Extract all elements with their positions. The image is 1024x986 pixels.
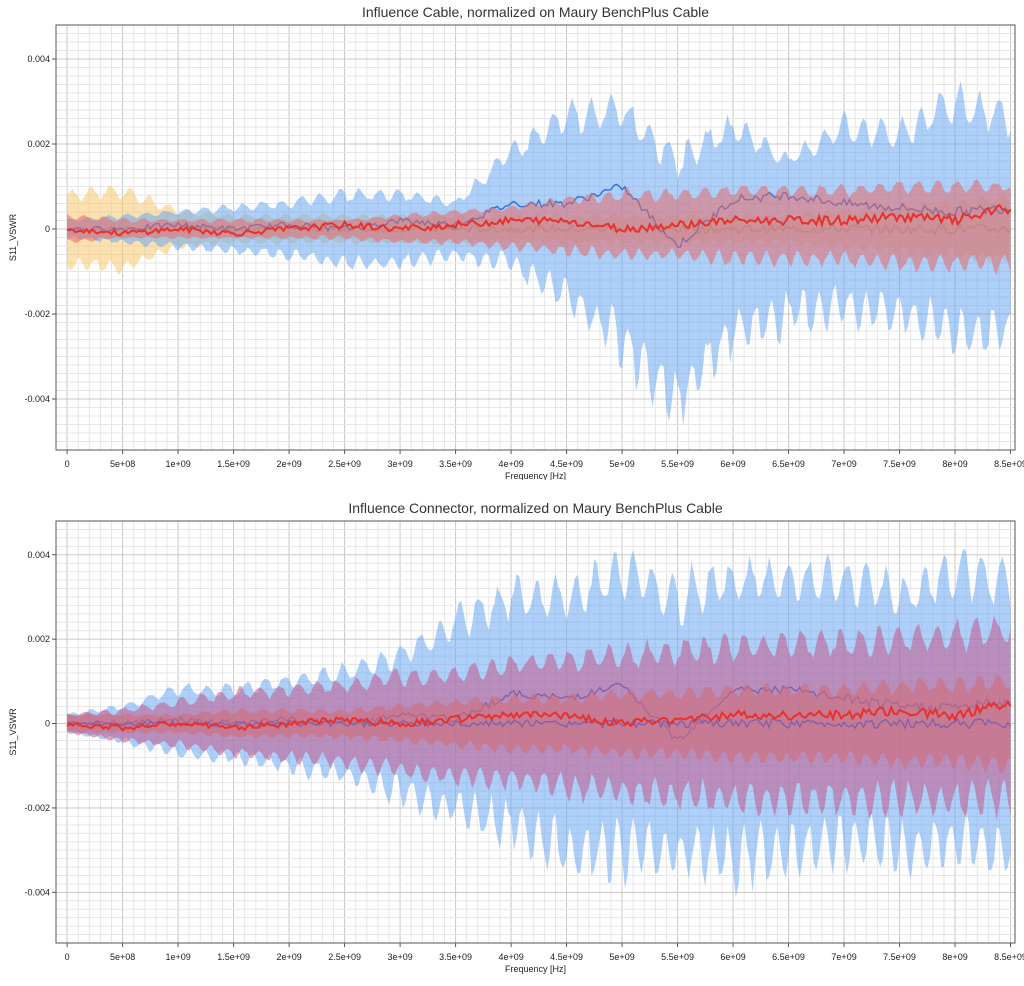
x-tick-label: 3.5e+09 — [439, 459, 472, 469]
x-tick-label: 0 — [65, 459, 70, 469]
y-tick-label: 0.002 — [27, 634, 50, 644]
x-axis-label: Frequency [Hz] — [505, 964, 566, 974]
x-tick-label: 2e+09 — [276, 459, 301, 469]
y-tick-label: 0.004 — [27, 54, 50, 64]
x-tick-label: 2.5e+09 — [328, 459, 361, 469]
y-tick-label: -0.004 — [24, 887, 50, 897]
x-tick-label: 5e+08 — [110, 952, 135, 962]
chart-svg: 0 5e+08 1e+09 1.5e+09 2e+09 2.5e+09 3e+09 3.5e+… — [8, 4, 1024, 481]
series-line — [66, 699, 1012, 732]
chart-svg: 0 5e+08 1e+09 1.5e+09 2e+09 2.5e+09 3e+09 3.5e+… — [8, 500, 1024, 974]
chart-title: Influence Cable, normalized on Maury Ben… — [362, 4, 709, 20]
x-tick-label: 1.5e+09 — [217, 952, 250, 962]
chart-title: Influence Connector, normalized on Maury… — [348, 500, 723, 516]
series-line — [66, 203, 1012, 237]
series-band — [67, 179, 1011, 276]
x-tick-label: 6e+09 — [720, 459, 745, 469]
x-tick-label: 1e+09 — [165, 459, 190, 469]
x-tick-label: 8.5e+09 — [994, 459, 1024, 469]
y-tick-label: 0 — [45, 224, 50, 234]
x-tick-label: 4e+09 — [498, 459, 523, 469]
x-tick-label: 7e+09 — [831, 459, 856, 469]
x-tick-label: 6e+09 — [720, 952, 745, 962]
x-tick-label: 4.5e+09 — [550, 952, 583, 962]
x-tick-label: 8e+09 — [942, 952, 967, 962]
x-tick-label: 5e+09 — [609, 459, 634, 469]
y-tick-label: -0.002 — [24, 309, 50, 319]
x-tick-label: 5.5e+09 — [661, 459, 694, 469]
series-band — [67, 615, 1011, 821]
x-tick-label: 7.5e+09 — [883, 952, 916, 962]
y-tick-label: 0 — [45, 719, 50, 729]
x-tick-label: 1e+09 — [165, 952, 190, 962]
x-tick-label: 7.5e+09 — [883, 459, 916, 469]
x-tick-label: 3e+09 — [387, 459, 412, 469]
chart-connector: 0 5e+08 1e+09 1.5e+09 2e+09 2.5e+09 3e+09 3.5e+… — [0, 493, 1024, 981]
x-tick-label: 6.5e+09 — [772, 952, 805, 962]
x-axis-label: Frequency [Hz] — [505, 471, 566, 480]
series-2 — [66, 179, 1012, 276]
x-tick-label: 7e+09 — [831, 952, 856, 962]
y-axis-label: S11_VSWR — [8, 213, 18, 261]
x-tick-label: 2.5e+09 — [328, 952, 361, 962]
y-tick-label: 0.002 — [27, 139, 50, 149]
x-tick-label: 3.5e+09 — [439, 952, 472, 962]
x-tick-label: 4.5e+09 — [550, 459, 583, 469]
x-tick-label: 0 — [65, 952, 70, 962]
y-tick-label: 0.004 — [27, 550, 50, 560]
x-tick-label: 8.5e+09 — [994, 952, 1024, 962]
y-axis-label: S11_VSWR — [8, 708, 18, 756]
series-band — [67, 80, 1011, 427]
x-tick-label: 6.5e+09 — [772, 459, 805, 469]
x-tick-label: 2e+09 — [276, 952, 301, 962]
series-2 — [66, 615, 1012, 821]
x-tick-label: 5e+09 — [609, 952, 634, 962]
chart-cable: 0 5e+08 1e+09 1.5e+09 2e+09 2.5e+09 3e+09 3.5e+… — [0, 0, 1024, 481]
plot-frame — [55, 520, 1016, 944]
y-tick-label: -0.002 — [24, 803, 50, 813]
x-tick-label: 3e+09 — [387, 952, 412, 962]
x-tick-label: 5e+08 — [110, 459, 135, 469]
x-tick-label: 5.5e+09 — [661, 952, 694, 962]
plot-frame — [55, 24, 1016, 451]
x-tick-label: 8e+09 — [942, 459, 967, 469]
x-tick-label: 1.5e+09 — [217, 459, 250, 469]
y-tick-label: -0.004 — [24, 394, 50, 404]
x-tick-label: 4e+09 — [498, 952, 523, 962]
